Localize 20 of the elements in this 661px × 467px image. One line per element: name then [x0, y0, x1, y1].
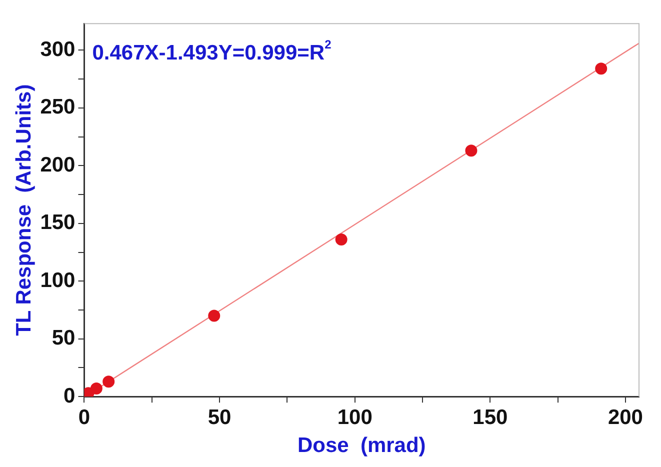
- point: [102, 376, 115, 388]
- x-axis-title: Dose (mrad): [297, 434, 426, 458]
- y-tick-label: 50: [52, 326, 76, 350]
- x-tick-label: 200: [608, 406, 643, 429]
- x-tick-label: 100: [337, 406, 372, 429]
- x-tick-label: 50: [208, 406, 232, 429]
- point: [335, 234, 348, 246]
- x-tick-label: 150: [472, 406, 508, 429]
- y-tick-label: 150: [40, 211, 76, 234]
- y-tick-label: 250: [40, 96, 76, 119]
- y-tick-label: 300: [40, 38, 76, 61]
- x-tick-label: 0: [78, 406, 90, 429]
- y-tick-label: 100: [40, 268, 76, 292]
- y-tick-label: 200: [40, 153, 76, 176]
- y-axis-title: TL Response (Arb.Units): [12, 84, 36, 336]
- y-tick-label: 0: [64, 384, 76, 408]
- point: [595, 62, 608, 75]
- point: [465, 144, 478, 157]
- point: [208, 310, 220, 322]
- point: [90, 382, 102, 395]
